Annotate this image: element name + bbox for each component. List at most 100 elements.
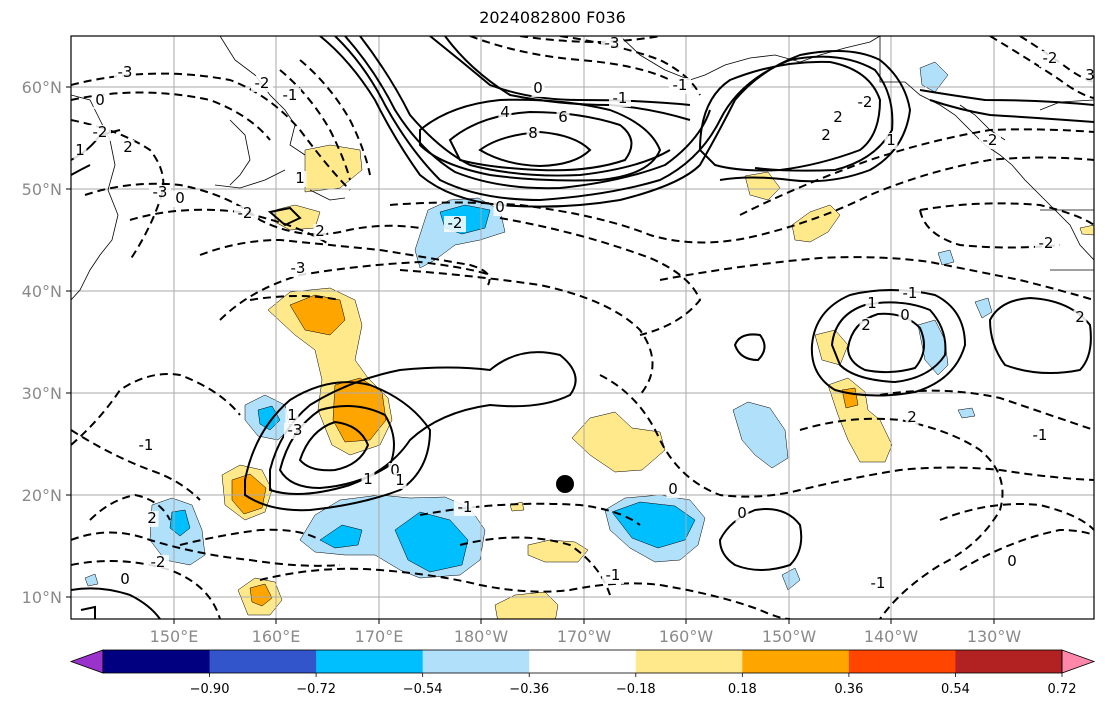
location-marker-dot [556,475,574,493]
negative-contours [71,36,1094,619]
contour-label-bg [884,133,898,149]
lat-labels: 60°N 50°N 40°N 30°N 20°N 10°N [22,78,62,607]
colorbar-segment [742,650,850,673]
contour-label-bg [444,216,466,232]
contour-label: 3 [1085,66,1095,84]
contour-label-bg [173,191,187,207]
contour-label: 0 [495,198,505,216]
contour-label: -2 [255,74,270,92]
lat-label-60n: 60°N [22,78,62,97]
contour-label-bg [601,36,623,52]
contour-label-bg [89,125,111,141]
contour-label-bg [1005,554,1019,570]
lon-label-170w: 170°W [557,627,612,646]
contour-label-bg [93,93,107,109]
contour-label: -2 [858,93,873,111]
lon-label-160w: 160°W [659,627,714,646]
contour-label: 2 [315,222,325,240]
contour-label-bg [361,472,375,488]
contour-label-bg [313,224,327,240]
contour-label-bg [284,423,306,439]
contour-label: 0 [737,504,747,522]
colorbar-extend-low [69,649,104,674]
lon-ticks [173,619,995,624]
contour-label: 0 [668,480,678,498]
contour-label: -2 [93,123,108,141]
contour-label-bg [234,206,256,222]
contour-label: -1 [458,498,473,516]
positive-contours [71,36,1094,619]
contour-label: 1 [867,294,877,312]
colorbar-segment [848,650,956,673]
contour-label: -1 [673,76,688,94]
contour-label: 1 [395,471,405,489]
contour-label-bg [819,128,833,144]
contour-label-bg [287,261,309,277]
contour-label-bg [666,482,680,498]
contour-label: -1 [139,436,154,454]
contour-label: 2 [861,316,871,334]
contour-label-bg [1029,428,1051,444]
lon-label-130w: 130°W [967,627,1022,646]
contour-label-bg [865,296,879,312]
contour-label-bg [979,133,1001,149]
contour-label-bg [859,318,873,334]
colorbar-tick-label: −0.36 [509,682,549,697]
lat-label-50n: 50°N [22,180,62,199]
lon-label-180w: 180°W [454,627,509,646]
colorbar-segment [955,650,1063,673]
colorbar-frame [102,649,1063,674]
contour-label: 2 [833,108,843,126]
contour-label: 0 [1007,552,1017,570]
contour-label-bg [854,95,876,111]
contour-label-bg [898,308,912,324]
contour-label-bg [609,91,631,107]
contour-label: -2 [983,131,998,149]
colorbar-segment [209,650,317,673]
lat-label-10n: 10°N [22,588,62,607]
contour-label: 1 [295,169,305,187]
lon-labels: 150°E 160°E 170°E 180°W 170°W 160°W 150°… [150,627,1022,646]
colorbar-segment [316,650,424,673]
contour-label: -3 [291,259,306,277]
contour-label: -1 [283,86,298,104]
contour-label: -1 [606,566,621,584]
contour-label: 1 [886,131,896,149]
contour-label-bg [899,286,921,302]
lat-label-20n: 20°N [22,486,62,505]
colorbar-tick-label: 0.18 [728,682,757,697]
map-title: 2024082800 F036 [479,8,626,27]
contour-label: 0 [95,91,105,109]
contour-label: -3 [288,421,303,439]
colorbar-segment [422,650,530,673]
lat-label-40n: 40°N [22,282,62,301]
contour-label: 0 [120,570,130,588]
contour-label-bg [526,126,540,142]
contour-label-bg [393,473,407,489]
contour-label-bg [149,185,171,201]
contour-label: 6 [558,108,568,126]
contour-label-bg [1073,310,1087,326]
lon-label-150w: 150°W [762,627,817,646]
contour-label: 2 [147,509,157,527]
contour-label: 0 [900,306,910,324]
contour-label: 0 [533,79,543,97]
contour-label-bg [251,76,273,92]
colorbar-tick-label: −0.72 [296,682,336,697]
contour-label: 2 [1075,308,1085,326]
contour-label: 2 [907,408,917,426]
contour-label: -1 [613,89,628,107]
contour-label-bg [531,81,545,97]
contour-label-bg [118,572,132,588]
plot-frame [70,35,1095,620]
contour-label-bg [831,110,845,126]
lat-label-30n: 30°N [22,384,62,403]
colorbar-extend-high [1061,649,1096,674]
contour-label-bg [279,88,301,104]
lon-label-140w: 140°W [864,627,919,646]
contour-label-bg [669,78,691,94]
contour-label: 8 [528,124,538,142]
